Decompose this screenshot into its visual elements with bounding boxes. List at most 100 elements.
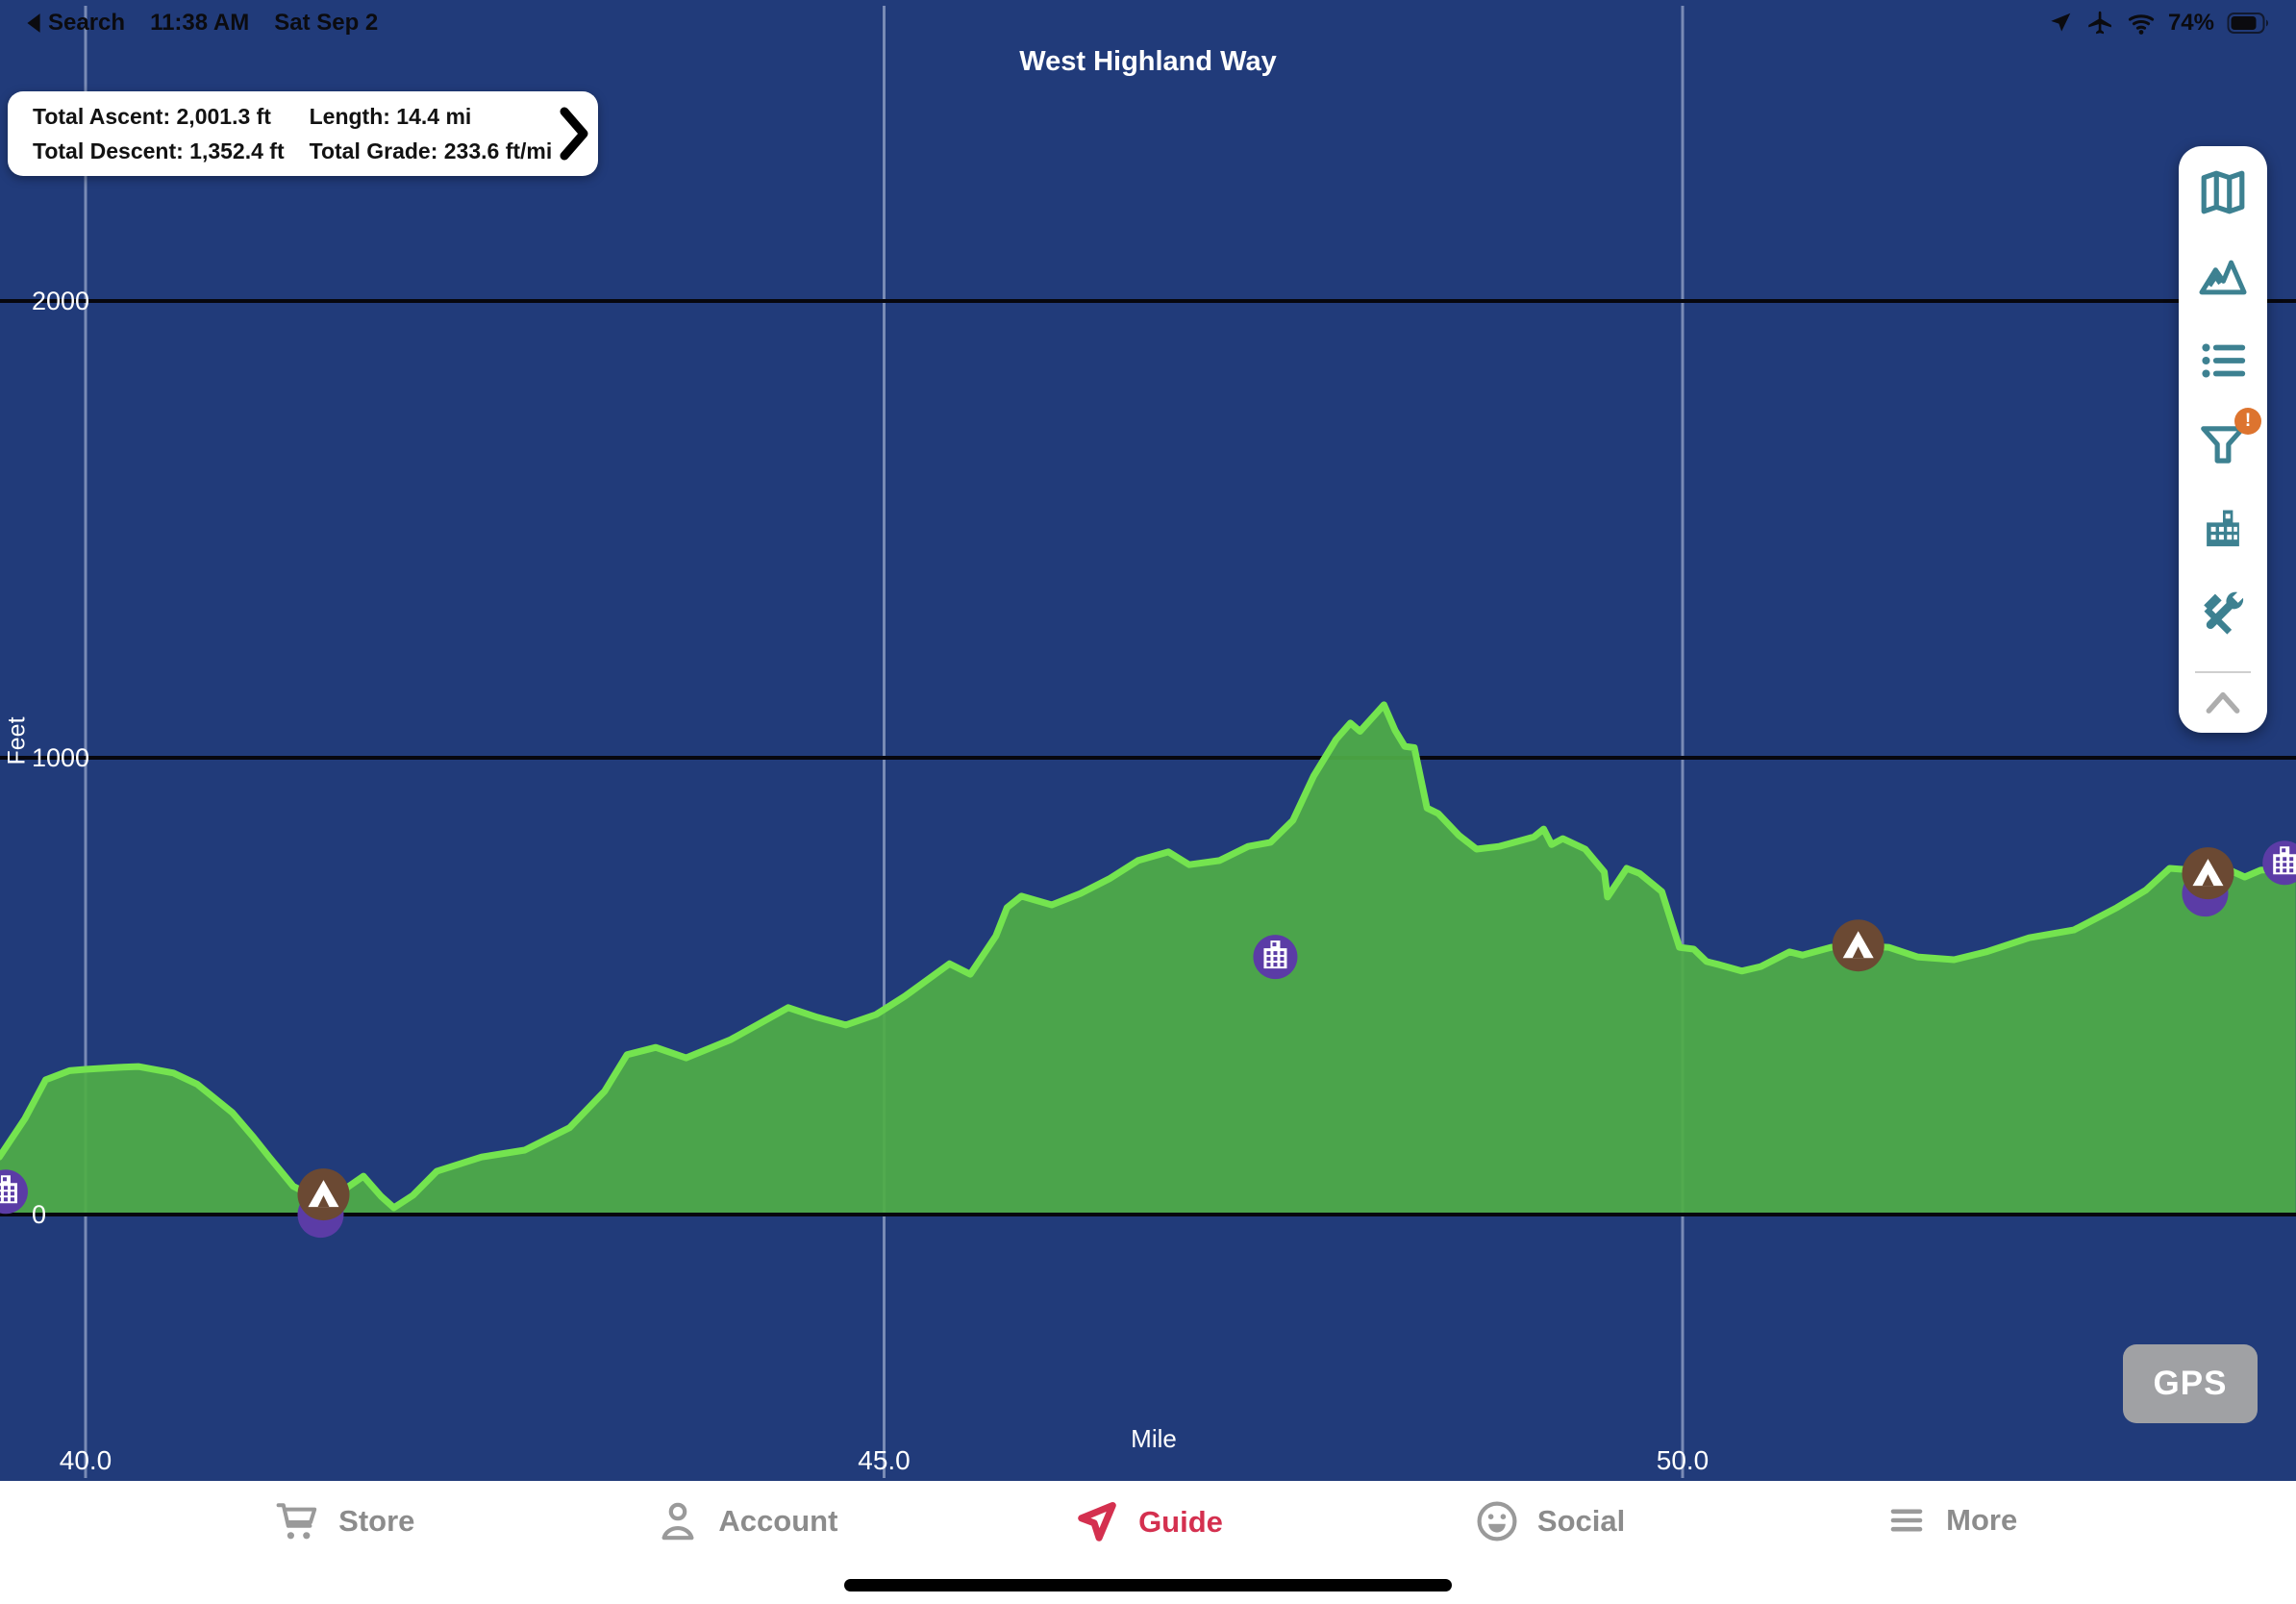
elevation-chart[interactable]: 0 1000 2000 40.0 45.0 50.0 (0, 0, 2296, 1481)
menu-icon (1890, 1509, 1923, 1532)
towns-icon (2207, 510, 2239, 547)
building-window (0, 1197, 1, 1202)
building-window (1280, 951, 1285, 956)
tent-icon (1842, 931, 1874, 959)
tab-social[interactable]: Social (1349, 1498, 1751, 1544)
building-window (10, 1186, 14, 1190)
filter-alert-badge: ! (2234, 408, 2261, 436)
location-arrow-icon (2051, 13, 2071, 32)
elevation-profile-icon (2199, 260, 2247, 295)
total-ascent: Total Ascent: 2,001.3 ft (33, 103, 271, 129)
back-label: Search (48, 10, 126, 36)
tab-store[interactable]: Store (144, 1498, 546, 1544)
toolbar-collapse-button[interactable] (2196, 683, 2250, 721)
building-window (10, 1191, 14, 1196)
building-window (2289, 868, 2294, 873)
page-title: West Highland Way (1019, 46, 1277, 77)
x-tick-label: 40.0 (60, 1445, 112, 1475)
building-window (2276, 857, 2281, 862)
status-time: 11:38 AM (150, 10, 250, 36)
waypoint-list-icon (2202, 342, 2246, 378)
length: Length: 14.4 mi (309, 103, 472, 129)
airplane-icon (2088, 11, 2111, 35)
tab-label: More (1946, 1503, 2018, 1537)
toolbar-divider (2195, 671, 2251, 674)
trail-stats: Total Ascent: 2,001.3 ft Total Descent: … (33, 104, 552, 164)
back-triangle-icon (27, 13, 40, 33)
building-window (2289, 857, 2294, 862)
building-window (2283, 857, 2287, 862)
building-window (3, 1186, 8, 1190)
y-tick-label: 2000 (32, 287, 89, 315)
cart-icon (276, 1503, 317, 1540)
status-date: Sat Sep 2 (274, 10, 379, 36)
building-window (2289, 863, 2294, 867)
battery-percent: 74% (2167, 10, 2214, 36)
tools-icon (2204, 591, 2244, 635)
building-window (1273, 951, 1278, 956)
person-icon (661, 1502, 694, 1541)
building-window (3, 1191, 8, 1196)
tab-label: Store (338, 1504, 415, 1538)
building-window (2276, 863, 2281, 867)
waypoint-list-button[interactable] (2196, 334, 2250, 387)
tab-label: Account (718, 1504, 838, 1538)
building-window (3, 1197, 8, 1202)
elevation-area (0, 704, 2296, 1215)
building-window (1272, 942, 1277, 947)
y-tick-label: 1000 (32, 743, 89, 772)
tab-guide[interactable]: Guide (947, 1498, 1349, 1546)
elevation-line (0, 701, 2296, 1212)
building-window (0, 1191, 1, 1196)
towns-button[interactable] (2196, 502, 2250, 555)
building-base (0, 1183, 17, 1204)
battery-icon (2227, 13, 2269, 34)
building-window (1266, 957, 1271, 962)
building-window (1273, 963, 1278, 967)
building-window (2282, 848, 2286, 853)
chevron-right-icon[interactable] (558, 104, 590, 163)
x-axis-title: Mile (1131, 1424, 1177, 1453)
elevation-profile-button[interactable] (2196, 249, 2250, 302)
back-to-search-link[interactable]: Search (25, 10, 125, 37)
map-toolbar: ! (2179, 146, 2267, 733)
map-button[interactable] (2196, 165, 2250, 218)
farout-logo-icon (1078, 1501, 1116, 1541)
y-axis-title: Feet (3, 716, 31, 765)
total-grade: Total Grade: 233.6 ft/mi (309, 138, 553, 163)
x-tick-label: 50.0 (1657, 1445, 1710, 1475)
tent-door (2202, 874, 2214, 887)
tent-icon (308, 1180, 339, 1208)
total-descent: Total Descent: 1,352.4 ft (33, 138, 285, 163)
building-window (0, 1186, 1, 1190)
tools-button[interactable] (2196, 586, 2250, 639)
building-window (1266, 963, 1271, 967)
gps-button[interactable]: GPS (2123, 1344, 2258, 1423)
tab-label: Guide (1138, 1505, 1223, 1539)
gps-label: GPS (2153, 1365, 2228, 1402)
chevron-up-icon (2206, 692, 2240, 714)
status-bar: Search 11:38 AM Sat Sep 2 74% (0, 0, 2296, 46)
trail-stats-box[interactable]: Total Ascent: 2,001.3 ft Total Descent: … (8, 91, 598, 176)
building-window (2283, 868, 2287, 873)
tent-door (317, 1195, 330, 1208)
tab-label: Social (1536, 1504, 1626, 1538)
building-window (1266, 951, 1271, 956)
y-tick-label: 0 (32, 1200, 46, 1229)
tent-door (1852, 946, 1864, 959)
smiley-icon (1477, 1501, 1517, 1541)
filter-button[interactable]: ! (2196, 408, 2261, 470)
map-icon (2201, 170, 2245, 214)
tent-icon (2192, 859, 2224, 887)
building-window (2276, 868, 2281, 873)
x-tick-label: 45.0 (858, 1445, 911, 1475)
tab-account[interactable]: Account (546, 1498, 948, 1544)
tab-more[interactable]: More (1750, 1498, 2152, 1542)
building-window (10, 1197, 14, 1202)
home-indicator[interactable] (844, 1579, 1452, 1591)
building-window (1273, 957, 1278, 962)
building-window (1280, 957, 1285, 962)
wifi-icon (2128, 14, 2155, 35)
building-window (2283, 863, 2287, 867)
building-window (2, 1177, 7, 1182)
